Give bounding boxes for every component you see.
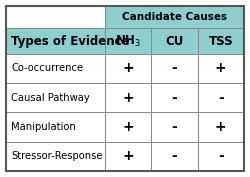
Bar: [105, 142, 151, 171]
Text: CU: CU: [165, 35, 184, 48]
Text: +: +: [215, 61, 226, 76]
Bar: [198, 54, 244, 83]
Bar: [6, 54, 105, 83]
Bar: [151, 83, 198, 112]
Text: -: -: [172, 120, 177, 134]
Bar: [198, 83, 244, 112]
Bar: [6, 28, 105, 54]
Bar: [6, 112, 105, 142]
Text: -: -: [218, 149, 224, 163]
Text: +: +: [122, 120, 134, 134]
Text: -: -: [218, 91, 224, 105]
Text: +: +: [122, 61, 134, 76]
Text: Stressor-Response: Stressor-Response: [11, 151, 102, 161]
Bar: [151, 28, 198, 54]
Text: Co-occurrence: Co-occurrence: [11, 64, 83, 73]
Bar: [105, 6, 244, 28]
Bar: [151, 112, 198, 142]
Bar: [105, 54, 151, 83]
Text: -: -: [172, 61, 177, 76]
Text: TSS: TSS: [208, 35, 233, 48]
Text: Manipulation: Manipulation: [11, 122, 76, 132]
Text: -: -: [172, 149, 177, 163]
Text: Candidate Causes: Candidate Causes: [122, 12, 227, 22]
Text: NH$_3$: NH$_3$: [115, 33, 141, 49]
Bar: [105, 112, 151, 142]
Bar: [151, 142, 198, 171]
Bar: [105, 83, 151, 112]
Bar: [151, 54, 198, 83]
Text: +: +: [122, 91, 134, 105]
Bar: [198, 142, 244, 171]
Bar: [6, 83, 105, 112]
Bar: [6, 6, 105, 28]
Bar: [198, 112, 244, 142]
Text: +: +: [215, 120, 226, 134]
Bar: [6, 142, 105, 171]
Bar: [105, 28, 151, 54]
Text: Types of Evidence: Types of Evidence: [11, 35, 130, 48]
Text: -: -: [172, 91, 177, 105]
Text: +: +: [122, 149, 134, 163]
Text: Causal Pathway: Causal Pathway: [11, 93, 90, 103]
Bar: [198, 28, 244, 54]
